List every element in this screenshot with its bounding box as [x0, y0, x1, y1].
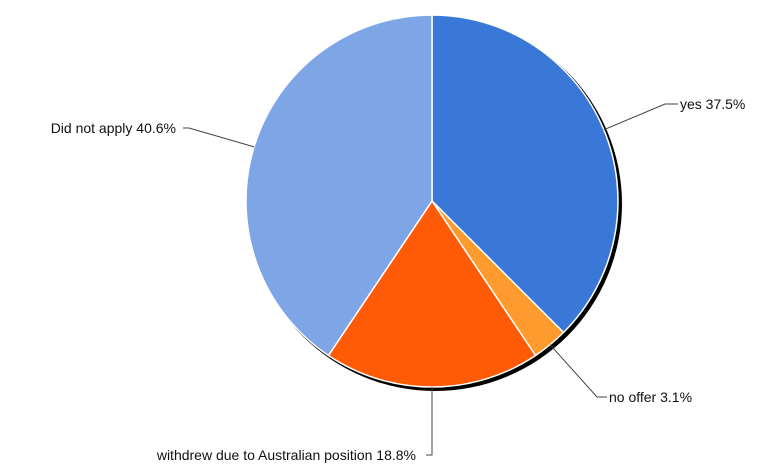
slice-labels: yes 37.5% no offer 3.1% withdrew due to Au…: [51, 96, 746, 463]
pie-slice-withdrew-due-to-australian-position: [327, 200, 537, 388]
leader-lines: [183, 103, 678, 456]
slice-label: yes 37.5%: [680, 96, 745, 112]
leader-line: [549, 344, 607, 398]
pie-slices: [245, 14, 619, 388]
slice-label: no offer 3.1%: [609, 389, 692, 405]
leader-line: [426, 387, 433, 456]
pie-slice-yes: [431, 14, 619, 334]
slice-label: Did not apply 40.6%: [51, 120, 176, 136]
slice-label: withdrew due to Australian position 18.8…: [156, 447, 416, 463]
leader-line: [183, 127, 255, 148]
leader-line: [603, 103, 678, 131]
